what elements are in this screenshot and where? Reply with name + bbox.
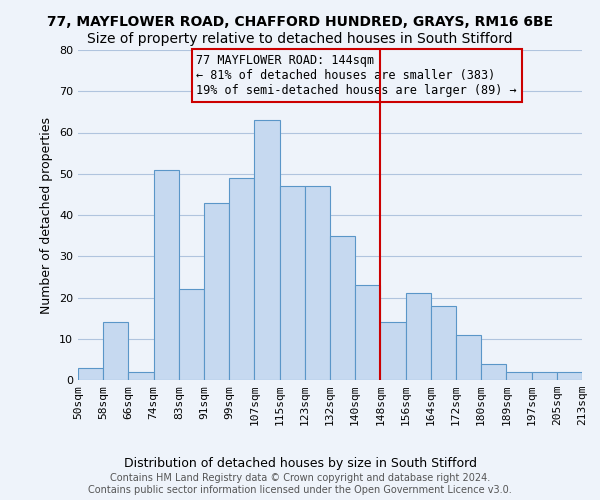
Bar [103, 322, 128, 380]
Bar [229, 178, 254, 380]
Bar [557, 372, 582, 380]
Bar [355, 285, 380, 380]
Bar [305, 186, 330, 380]
Y-axis label: Number of detached properties: Number of detached properties [40, 116, 53, 314]
Bar [154, 170, 179, 380]
Bar [330, 236, 355, 380]
Bar [532, 372, 557, 380]
Text: 77, MAYFLOWER ROAD, CHAFFORD HUNDRED, GRAYS, RM16 6BE: 77, MAYFLOWER ROAD, CHAFFORD HUNDRED, GR… [47, 15, 553, 29]
Bar [254, 120, 280, 380]
Bar [481, 364, 506, 380]
Text: 77 MAYFLOWER ROAD: 144sqm
← 81% of detached houses are smaller (383)
19% of semi: 77 MAYFLOWER ROAD: 144sqm ← 81% of detac… [196, 54, 517, 97]
Bar [380, 322, 406, 380]
Text: Size of property relative to detached houses in South Stifford: Size of property relative to detached ho… [87, 32, 513, 46]
Bar [78, 368, 103, 380]
Bar [280, 186, 305, 380]
Bar [406, 294, 431, 380]
Bar [456, 334, 481, 380]
Text: Contains HM Land Registry data © Crown copyright and database right 2024.
Contai: Contains HM Land Registry data © Crown c… [88, 474, 512, 495]
Bar [431, 306, 456, 380]
Text: Distribution of detached houses by size in South Stifford: Distribution of detached houses by size … [124, 458, 476, 470]
Bar [128, 372, 154, 380]
Bar [506, 372, 532, 380]
Bar [204, 202, 229, 380]
Bar [179, 289, 204, 380]
